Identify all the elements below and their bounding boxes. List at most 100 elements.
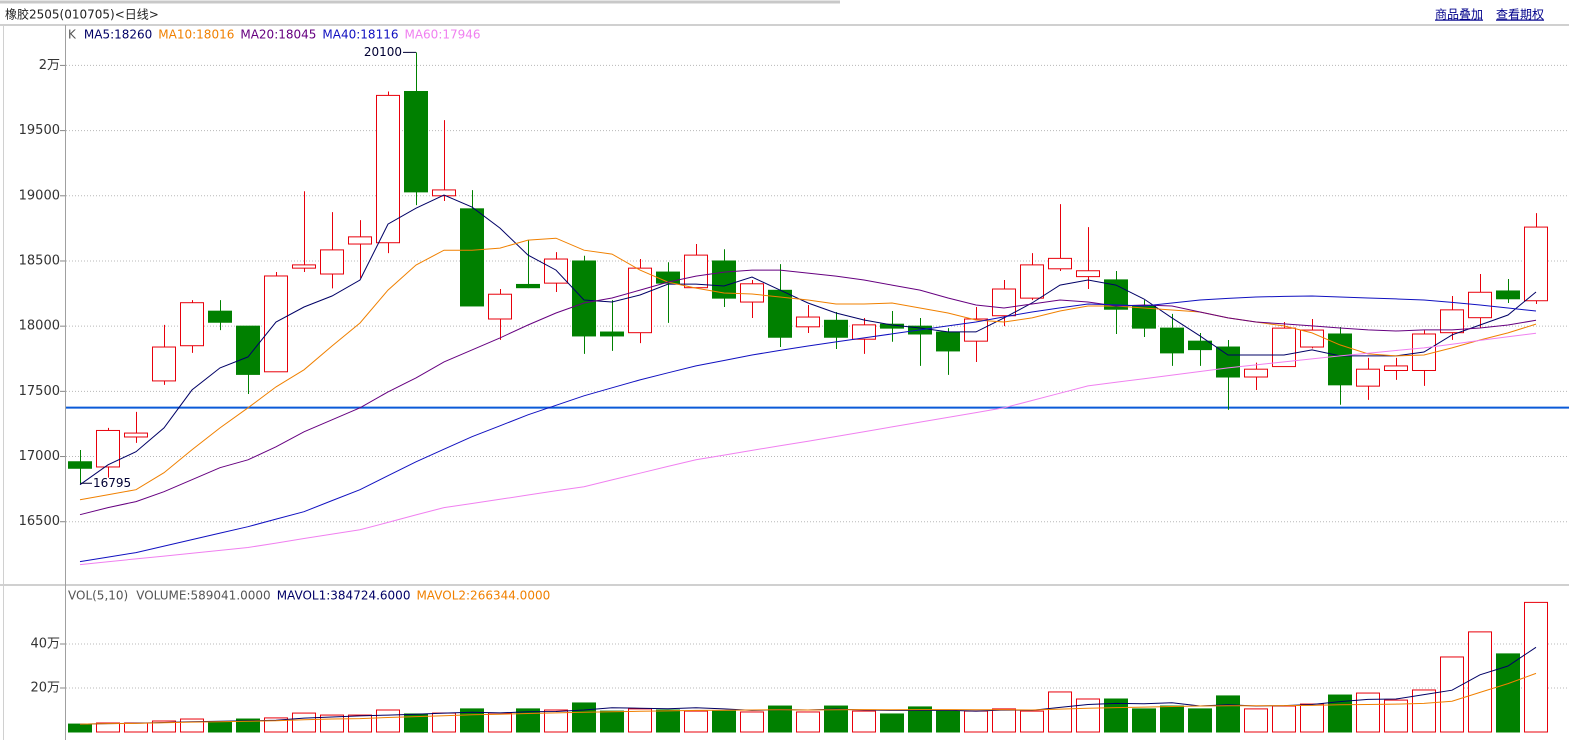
volume-bar <box>908 706 932 733</box>
candle-body <box>1300 329 1324 348</box>
candle-body <box>712 260 736 299</box>
candle-body <box>1048 257 1072 270</box>
candle-body <box>488 293 512 320</box>
candle-body <box>544 258 568 284</box>
candle-body <box>600 331 624 337</box>
y-tick-label: 18000 <box>19 319 60 334</box>
max-label: 20100 <box>364 45 402 59</box>
volume-bar <box>516 708 540 733</box>
candle-body <box>684 254 708 289</box>
ma-line <box>79 194 1537 486</box>
y-tick-label: 19500 <box>19 123 60 138</box>
candle-body <box>236 325 260 375</box>
candle-body <box>1160 327 1184 354</box>
candle-body <box>320 249 344 275</box>
candle-body <box>404 90 428 193</box>
options-link[interactable]: 查看期权 <box>1496 8 1544 22</box>
candle-body <box>68 461 92 469</box>
candle-body <box>1496 290 1520 300</box>
window-title: 橡胶2505(010705)<日线> <box>5 7 159 22</box>
y-tick-label: 19000 <box>19 188 60 203</box>
candle-body <box>1216 346 1240 378</box>
volume-bar <box>572 702 596 733</box>
candle-body <box>208 310 232 323</box>
volume-bar <box>1272 705 1296 733</box>
candle-body <box>1132 305 1156 329</box>
volume-bar <box>1160 705 1184 733</box>
y-tick-label: 17000 <box>19 449 60 464</box>
volume-bar <box>348 714 372 733</box>
legend-entry: MA5:18260 <box>84 28 152 42</box>
legend-entry: MA20:18045 <box>240 28 316 42</box>
candle-body <box>1524 226 1548 302</box>
candle-body <box>516 283 540 289</box>
y-tick-label: 20万 <box>30 680 60 695</box>
candle-body <box>628 267 652 334</box>
candle-body <box>740 283 764 303</box>
candle-body <box>572 260 596 337</box>
volume-bar <box>1188 708 1212 733</box>
candle-body <box>656 271 680 284</box>
candle-body <box>964 318 988 342</box>
legend-entry: MA40:18116 <box>322 28 398 42</box>
candle-body <box>180 302 204 347</box>
candle-body <box>432 189 456 197</box>
ma-line <box>79 332 1537 566</box>
y-tick-label: 17500 <box>19 384 60 399</box>
volume-bar <box>852 710 876 733</box>
candle-body <box>1356 368 1380 387</box>
volume-ma-line <box>79 672 1537 725</box>
volume-bar <box>600 710 624 733</box>
overlay-link[interactable]: 商品叠加 <box>1435 7 1483 22</box>
volume-bar <box>740 711 764 733</box>
candle-body <box>992 288 1016 317</box>
candle-body <box>124 432 148 438</box>
y-tick-label: 2万 <box>39 58 60 73</box>
volume-bar <box>152 720 176 733</box>
volume-bar <box>656 709 680 733</box>
volume-bar <box>1440 656 1464 733</box>
volume-bar <box>992 708 1016 733</box>
volume-bar <box>376 709 400 733</box>
candle-body <box>96 429 120 468</box>
volume-bar <box>236 718 260 733</box>
volume-bar <box>264 717 288 733</box>
panel-title: K <box>68 28 77 42</box>
volume-bar <box>1356 692 1380 733</box>
candle-body <box>348 236 372 245</box>
candle-body <box>1076 270 1100 278</box>
volume-bar <box>1076 698 1100 733</box>
volume-bar <box>68 723 92 733</box>
volume-bar <box>1300 703 1324 733</box>
volume-bar <box>208 721 232 733</box>
candle-body <box>936 331 960 352</box>
ma-line <box>79 295 1537 563</box>
legend-entry: VOLUME:589041.0000 <box>136 589 270 603</box>
legend-entry: MA60:17946 <box>404 28 480 42</box>
min-label: 16795 <box>93 476 131 490</box>
volume-bar <box>1132 708 1156 733</box>
volume-bar <box>796 711 820 733</box>
y-tick-label: 18500 <box>19 253 60 268</box>
candle-body <box>1272 327 1296 368</box>
ma-line <box>79 237 1537 501</box>
candle-body <box>1020 264 1044 299</box>
volume-bar <box>1384 699 1408 733</box>
candle-body <box>796 316 820 328</box>
volume-bar <box>1412 689 1436 733</box>
candle-body <box>460 208 484 307</box>
volume-bar <box>488 712 512 733</box>
candle-body <box>824 319 848 338</box>
volume-bar <box>936 710 960 733</box>
candle-body <box>1188 340 1212 351</box>
volume-bar <box>1048 691 1072 733</box>
candle-body <box>852 324 876 340</box>
candle-body <box>1384 365 1408 371</box>
volume-bar <box>964 710 988 733</box>
volume-bar <box>880 713 904 733</box>
volume-bar <box>1496 653 1520 733</box>
legend-entry: MAVOL2:266344.0000 <box>416 589 550 603</box>
volume-bar <box>1244 708 1268 733</box>
